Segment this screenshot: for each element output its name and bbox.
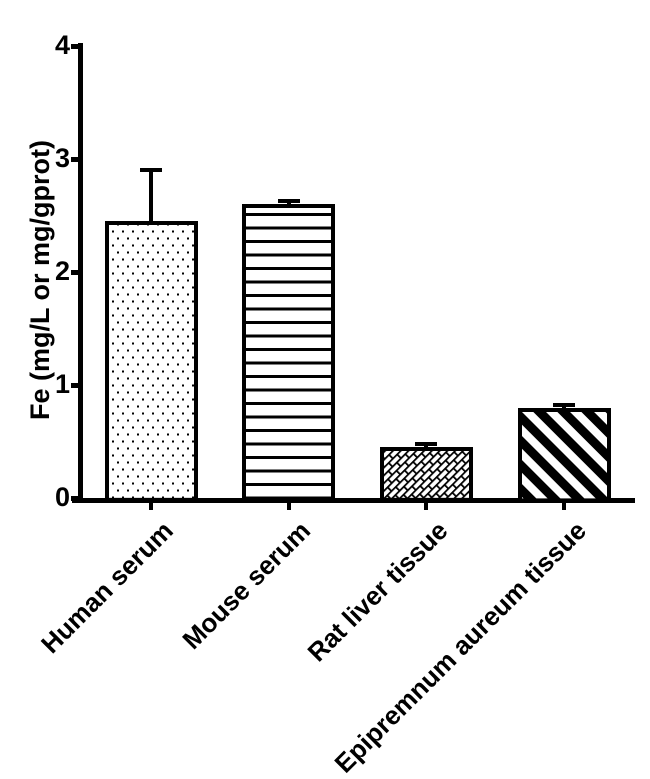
bar-rect-epipremnum-aureum-tissue xyxy=(517,407,611,502)
y-tick-label-2: 2 xyxy=(54,256,70,286)
error-bar-stem-human-serum xyxy=(149,170,153,230)
bar-rat-liver-tissue xyxy=(379,447,473,502)
x-tick-epipremnum-aureum-tissue xyxy=(562,503,567,510)
bar-rect-rat-liver-tissue xyxy=(379,447,473,502)
x-label-mouse-serum: Mouse serum xyxy=(176,515,317,656)
x-tick-mouse-serum xyxy=(286,503,291,510)
y-tick-label-3: 3 xyxy=(54,143,70,173)
y-tick-label-1: 1 xyxy=(54,369,70,399)
x-label-human-serum: Human serum xyxy=(34,515,179,660)
x-label-rat-liver-tissue: Rat liver tissue xyxy=(301,515,454,668)
error-bar-cap-epipremnum-aureum-tissue xyxy=(553,403,576,408)
bar-rect-mouse-serum xyxy=(242,204,336,502)
bar-chart-figure: Fe (mg/L or mg/gprot) 0 1 2 3 4 Human serum Mo… xyxy=(25,30,635,779)
y-tick-label-0: 0 xyxy=(54,482,70,512)
bar-human-serum xyxy=(104,221,198,502)
x-axis-line xyxy=(72,498,635,503)
y-tick-1 xyxy=(71,382,78,388)
y-tick-0 xyxy=(71,495,78,501)
y-tick-2 xyxy=(71,269,78,275)
x-tick-rat-liver-tissue xyxy=(424,503,429,510)
x-label-epipremnum-aureum-tissue: Epipremnum aureum tissue xyxy=(328,515,592,779)
error-bar-cap-human-serum xyxy=(140,168,162,173)
y-tick-label-4: 4 xyxy=(54,30,70,60)
x-tick-human-serum xyxy=(149,503,153,510)
bar-mouse-serum xyxy=(242,204,336,502)
bar-rect-human-serum xyxy=(104,221,198,502)
y-tick-3 xyxy=(71,156,78,162)
y-axis-line xyxy=(78,43,83,503)
bar-epipremnum-aureum-tissue xyxy=(517,407,611,502)
error-bar-cap-rat-liver-tissue xyxy=(415,441,438,446)
y-tick-4 xyxy=(71,43,78,49)
error-bar-cap-mouse-serum xyxy=(277,198,300,203)
